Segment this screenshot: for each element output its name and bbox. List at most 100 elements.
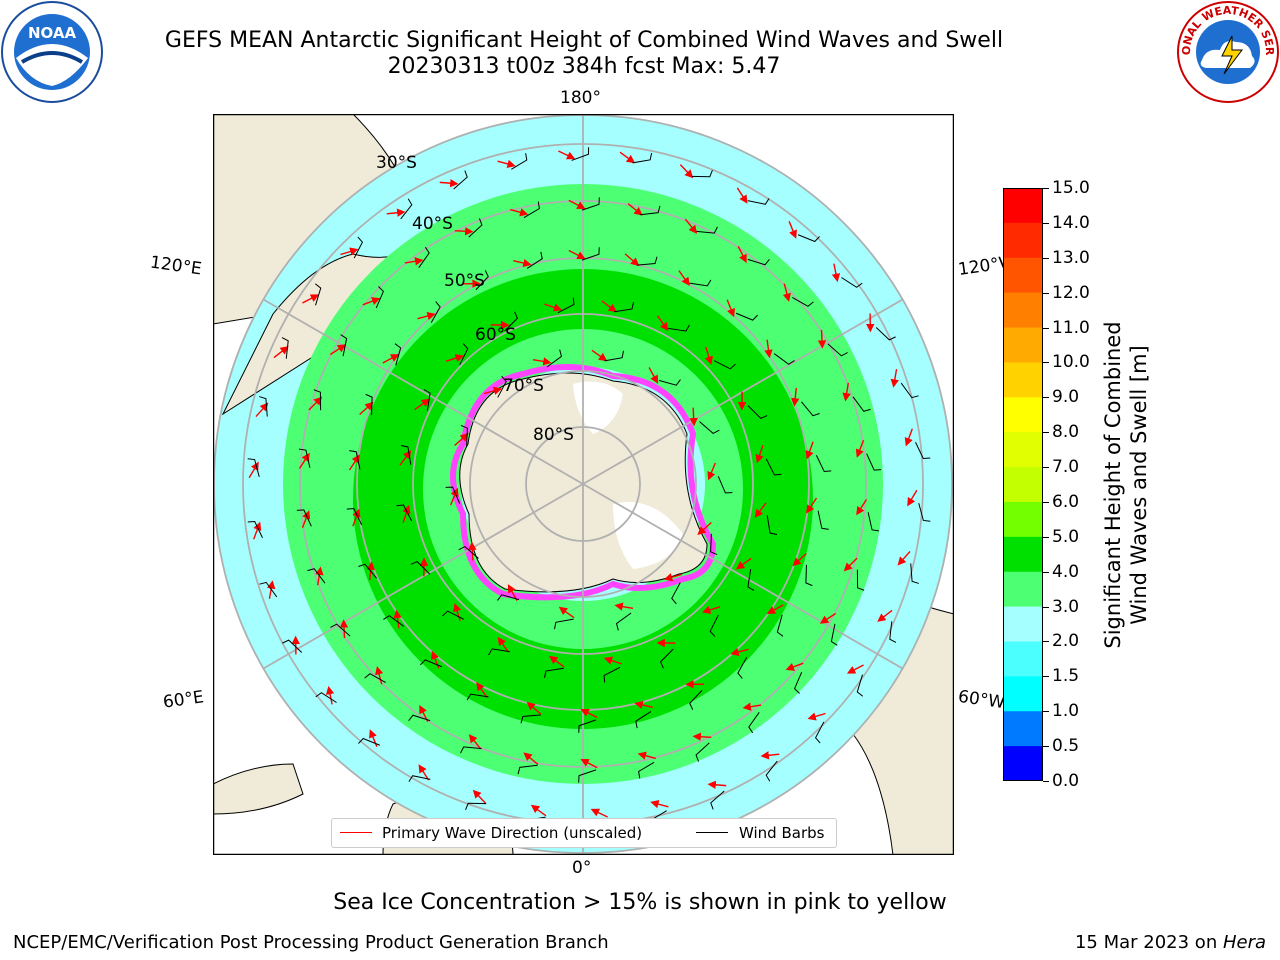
wave-arrow	[707, 780, 727, 789]
wave-arrow	[273, 346, 289, 359]
wind-barb	[394, 343, 402, 366]
wind-barb	[830, 623, 838, 646]
wind-barb	[689, 689, 703, 710]
colorbar-tick-label: 4.0	[1052, 561, 1080, 582]
wind-barb	[640, 205, 661, 216]
wind-barb	[852, 396, 871, 412]
wave-arrow	[497, 636, 510, 653]
wave-arrow	[255, 402, 269, 418]
wind-barb	[793, 671, 803, 694]
wind-barb	[418, 246, 430, 268]
wave-arrow	[532, 357, 552, 366]
wind-barb	[856, 674, 864, 697]
wave-arrow	[754, 502, 767, 518]
colorbar-segment	[1003, 641, 1043, 677]
wind-barb	[259, 396, 268, 417]
wave-arrow	[549, 655, 565, 668]
wind-barb	[475, 270, 489, 291]
colorbar-segment	[1003, 676, 1043, 712]
colorbar	[1003, 188, 1043, 781]
wave-arrow	[431, 650, 440, 669]
colorbar-segment	[1003, 432, 1043, 468]
wind-barb	[615, 612, 632, 631]
date-stamp: 15 Mar 2023 on Hera	[1075, 932, 1266, 953]
colorbar-segment	[1003, 501, 1043, 538]
wave-arrow	[325, 685, 335, 705]
wave-arrow	[454, 433, 469, 447]
wave-arrow	[742, 702, 762, 711]
wind-barb	[695, 742, 710, 762]
wind-barb	[453, 170, 468, 190]
wind-barb	[815, 455, 832, 472]
wind-barb	[637, 256, 658, 266]
wind-barb	[747, 258, 770, 266]
colorbar-tick	[1043, 327, 1049, 329]
wind-barb	[408, 714, 431, 722]
wave-arrow	[601, 300, 617, 313]
wave-arrow	[366, 561, 375, 581]
wind-barb	[468, 218, 483, 238]
wave-arrow	[904, 428, 913, 447]
wind-barb	[735, 312, 758, 321]
colorbar-segment	[1003, 536, 1043, 573]
lon-label-60e: 60°E	[161, 687, 206, 713]
wave-arrow	[678, 270, 690, 286]
noaa-logo: NOAA	[1, 1, 103, 103]
colorbar-tick-label: 3.0	[1052, 596, 1080, 617]
colorbar-tick	[1043, 536, 1049, 538]
wave-arrow	[764, 339, 773, 359]
wind-barb	[709, 614, 719, 637]
wave-arrow	[684, 218, 698, 234]
colorbar-tick-label: 1.5	[1052, 666, 1080, 687]
wind-barb	[375, 286, 385, 309]
wave-arrow	[791, 387, 800, 407]
wind-barb	[511, 153, 528, 170]
wind-barb	[247, 520, 263, 538]
wave-arrow	[785, 662, 804, 671]
wave-arrow	[689, 407, 698, 427]
wave-arrow	[439, 179, 459, 188]
wave-arrow	[558, 150, 576, 160]
wave-arrow	[591, 349, 608, 362]
wind-barb	[581, 247, 600, 261]
wave-arrow	[308, 396, 323, 411]
wind-barb	[282, 639, 303, 653]
wave-arrow	[339, 619, 349, 639]
wave-arrow	[842, 382, 851, 402]
wave-arrow	[359, 401, 374, 416]
wind-barb	[488, 648, 510, 656]
wind-barb	[340, 334, 348, 357]
wind-barb	[517, 764, 538, 775]
wind-barb	[465, 802, 487, 810]
wind-barb	[526, 251, 543, 269]
colorbar-tick-label: 15.0	[1052, 178, 1090, 198]
wave-arrow	[253, 521, 262, 540]
lat-label-30: 30°S	[376, 153, 417, 173]
wind-barb	[466, 693, 489, 701]
wind-barb	[814, 721, 825, 744]
wind-barb	[875, 327, 896, 341]
wind-barb	[699, 421, 720, 435]
host-name: Hera	[1222, 932, 1266, 953]
wind-barb	[400, 444, 412, 465]
colorbar-segment	[1003, 257, 1043, 294]
wind-barbs	[247, 147, 931, 833]
wave-arrow	[702, 605, 721, 614]
legend-wind-swatch	[696, 832, 728, 833]
wind-barb	[313, 389, 322, 411]
wind-barb	[792, 297, 814, 307]
colorbar-segment	[1003, 188, 1043, 224]
credit-text: NCEP/EMC/Verification Post Processing Pr…	[13, 932, 609, 953]
wave-arrow	[301, 510, 311, 528]
wind-barb	[410, 561, 431, 575]
wind-barb	[747, 198, 770, 205]
wind-barb	[520, 714, 541, 724]
wind-barb	[668, 324, 690, 332]
colorbar-frame	[1003, 188, 1043, 781]
wave-arrow	[329, 344, 347, 356]
wind-barb	[298, 448, 311, 468]
colorbar-tick	[1043, 571, 1049, 573]
wave-arrow	[580, 758, 598, 769]
wind-barb	[776, 614, 784, 637]
wave-arrow	[766, 604, 784, 614]
